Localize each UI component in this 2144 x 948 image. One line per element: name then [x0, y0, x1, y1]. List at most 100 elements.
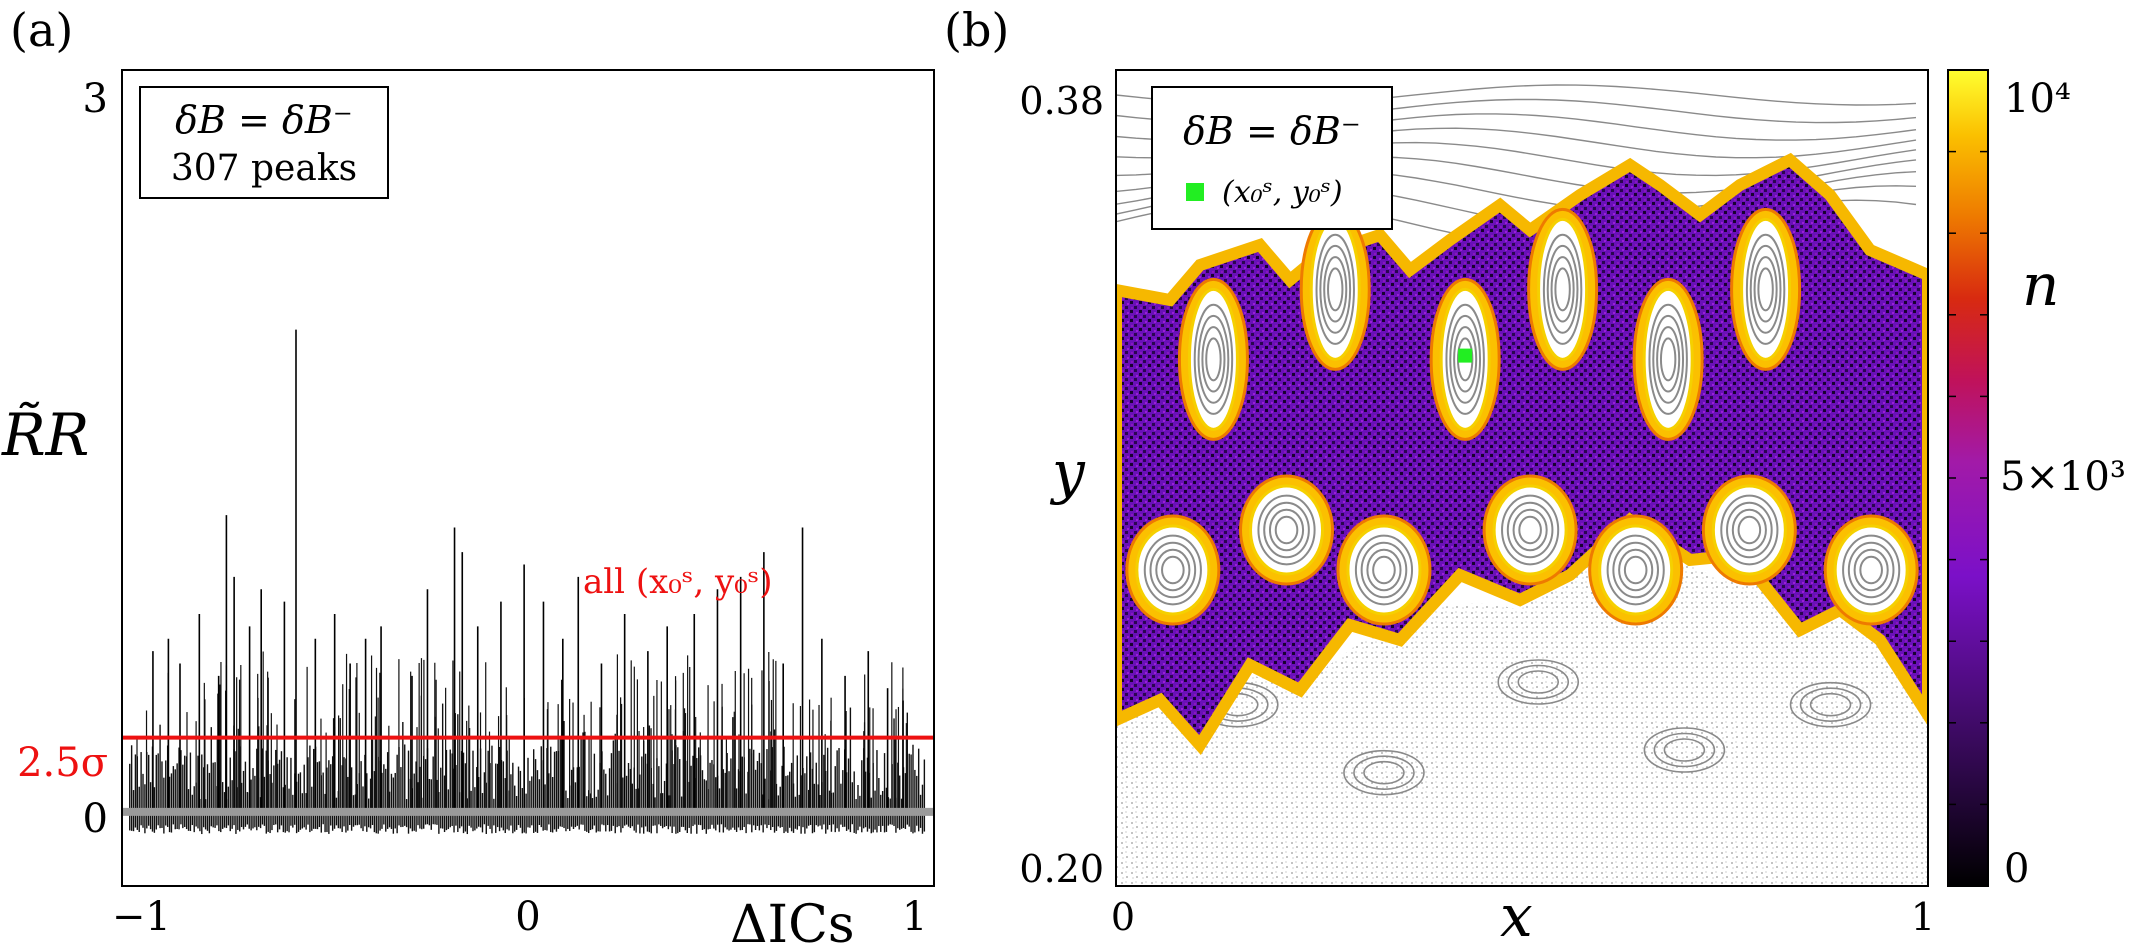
lower-gray-island: [1363, 760, 1405, 785]
initial-condition-marker: [1458, 348, 1473, 363]
phase-space-plot: [1116, 70, 1928, 886]
lower-island-orbit: [1354, 534, 1414, 606]
upper-island-orbit: [1542, 233, 1583, 345]
x-tick-label-a: 0: [515, 894, 540, 940]
lower-gray-island: [1517, 670, 1560, 694]
x-tick-label-a: 1: [902, 894, 927, 940]
x-tick-label-a: −1: [112, 894, 171, 940]
upper-island-orbit: [1197, 314, 1230, 404]
lower-island-orbit: [1612, 541, 1660, 599]
panel-b-label: (b): [944, 3, 1009, 57]
lower-gray-island: [1343, 749, 1425, 796]
upper-island-orbit: [1453, 326, 1478, 393]
upper-island: [1740, 217, 1792, 361]
upper-island-orbit: [1659, 337, 1677, 382]
legend-a: δB = δB⁻ 307 peaks: [139, 86, 389, 199]
lower-island-orbit: [1859, 555, 1883, 585]
colorbar-tick-min: 0: [2004, 846, 2029, 892]
upper-island-orbit: [1656, 326, 1681, 393]
lower-gray-sea: [1116, 554, 1928, 886]
x-tick-right-b: 1: [1911, 895, 1935, 939]
lower-gray-island: [1643, 727, 1726, 773]
legend-b-marker-label: (x₀ˢ, y₀ˢ): [1222, 175, 1343, 210]
lower-island-orbit: [1726, 501, 1773, 559]
all-ic-annotation: all (x₀ˢ, y₀ˢ): [583, 562, 773, 602]
lower-island-orbit: [1366, 548, 1402, 592]
y-tick-bottom-b: 0.20: [1019, 847, 1104, 891]
upper-island-orbit: [1319, 244, 1352, 334]
island-chain: [1125, 207, 1919, 626]
lower-island-orbit: [1372, 555, 1396, 585]
colorbar-label: n: [2022, 251, 2059, 319]
upper-island-orbit: [1753, 256, 1778, 323]
upper-island-orbit: [1193, 303, 1234, 415]
y-axis-label-b: y: [1049, 438, 1086, 506]
lower-island: [1833, 524, 1909, 616]
lower-island-orbit: [1143, 534, 1202, 606]
lower-island-orbit: [1737, 515, 1762, 545]
legend-a-line2: 307 peaks: [171, 148, 357, 189]
colorbar: 10⁴ 5×10³ 0 n: [1947, 69, 2126, 892]
upper-island: [1187, 287, 1239, 431]
upper-island-orbit: [1323, 256, 1348, 323]
lower-island-orbit: [1606, 534, 1665, 606]
lower-island-orbit: [1731, 508, 1767, 552]
lower-island-orbit: [1501, 494, 1560, 566]
lower-gray-island: [1497, 659, 1580, 705]
upper-island-orbit: [1652, 314, 1685, 404]
lower-island-orbit: [1847, 541, 1895, 599]
y-tick-top-a: 3: [83, 76, 108, 122]
panel-a: (a) −1 0 1 3 0 2.5σ R̃R ΔICs all (x₀ˢ, y₀ˢ…: [1, 3, 935, 948]
upper-island: [1309, 217, 1361, 361]
lower-island-orbit: [1623, 555, 1648, 585]
legend-b-marker: [1186, 183, 1204, 201]
plot-frame-b: [1115, 69, 1929, 887]
plot-frame-a: [121, 69, 935, 887]
lower-island: [1492, 484, 1568, 576]
upper-island-orbit: [1315, 233, 1355, 345]
threshold-label: 2.5σ: [17, 740, 108, 786]
lower-gray-island: [1663, 738, 1706, 762]
lower-gray-island: [1353, 755, 1415, 790]
x-axis-label-a: ΔICs: [730, 895, 855, 948]
lower-island-orbit: [1842, 534, 1901, 606]
x-tick-left-b: 0: [1111, 895, 1135, 939]
upper-island: [1642, 287, 1694, 431]
legend-b: δB = δB⁻ (x₀ˢ, y₀ˢ): [1151, 86, 1393, 230]
colorbar-tick-mid: 5×10³: [2000, 454, 2126, 500]
colorbar-ticks: [1948, 69, 1988, 887]
lower-gray-island: [1799, 687, 1862, 722]
lower-island: [1711, 484, 1787, 576]
lower-island-orbit: [1268, 508, 1305, 552]
x-ticks-a: −1 0 1: [112, 894, 928, 940]
lower-island-orbit: [1155, 548, 1191, 592]
upper-island-orbit: [1546, 244, 1579, 334]
upper-island-orbit: [1757, 267, 1774, 312]
lower-island-orbit: [1360, 541, 1408, 599]
lower-island: [1346, 524, 1422, 616]
upper-island-orbit: [1554, 267, 1571, 312]
upper-island-orbit: [1449, 314, 1482, 404]
lower-island: [1249, 484, 1325, 576]
upper-island-orbit: [1201, 326, 1226, 393]
y-tick-top-b: 0.38: [1019, 79, 1104, 123]
upper-island: [1537, 217, 1589, 361]
panel-a-label: (a): [10, 3, 73, 57]
lower-island: [1598, 524, 1674, 616]
upper-island-orbit: [1550, 256, 1575, 323]
x-axis-label-b: x: [1500, 882, 1533, 948]
lower-island-orbit: [1257, 494, 1316, 566]
lower-island-orbit: [1263, 501, 1310, 559]
lower-gray-island: [1809, 692, 1852, 717]
colorbar-tick-max: 10⁴: [2004, 76, 2071, 122]
upper-island-orbit: [1205, 337, 1222, 382]
upper-island-orbit: [1749, 244, 1782, 334]
lower-gray-island: [1653, 732, 1716, 768]
panel-b: (b) 0.38 0.20 0 1 y x δB = δB⁻ (x₀ˢ, y₀ˢ…: [944, 3, 2126, 948]
noise-band: [129, 651, 926, 835]
legend-b-line1: δB = δB⁻: [1183, 109, 1361, 153]
legend-a-line1: δB = δB⁻: [175, 98, 353, 142]
lower-island-orbit: [1618, 548, 1654, 592]
lower-island: [1135, 524, 1211, 616]
lower-island-orbit: [1149, 541, 1197, 599]
